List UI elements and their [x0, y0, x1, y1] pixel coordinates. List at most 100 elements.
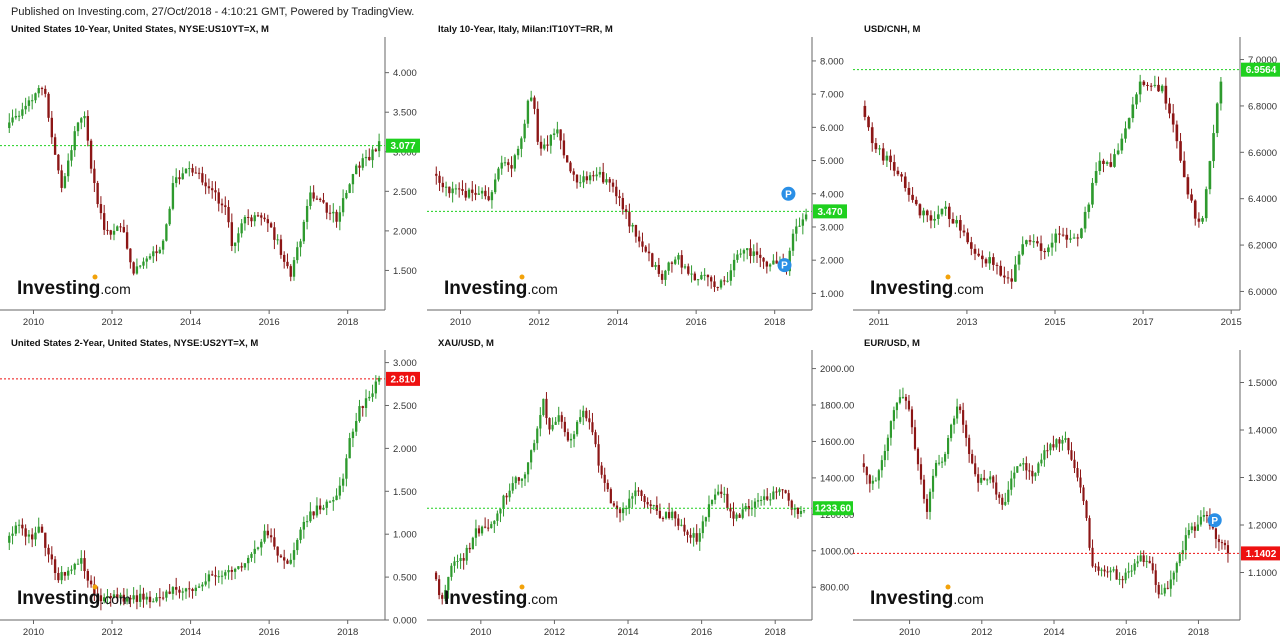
x-tick-label: 2015	[1044, 317, 1065, 328]
candle-body	[543, 144, 546, 149]
candle-body	[1199, 516, 1202, 525]
candle-body	[746, 248, 749, 251]
candle-body	[73, 563, 76, 570]
candle-body	[903, 176, 907, 188]
candle-body	[795, 226, 798, 234]
candle-body	[122, 594, 126, 602]
candle-body	[211, 188, 214, 191]
candle-body	[1201, 218, 1204, 222]
x-tick-label: 2018	[765, 627, 786, 638]
candle-body	[621, 198, 625, 210]
pin-marker-icon[interactable]	[781, 186, 796, 201]
candle-body	[1049, 444, 1052, 451]
candle-body	[1073, 459, 1076, 469]
candle-body	[597, 444, 600, 466]
watermark-dot-icon	[92, 584, 98, 590]
candle-body	[341, 198, 345, 213]
candle-body	[781, 489, 784, 491]
candle-body	[377, 377, 381, 382]
candle-body	[940, 461, 944, 463]
candle-body	[732, 511, 735, 519]
x-tick-label: 2017	[1133, 317, 1154, 328]
candle-body	[256, 215, 260, 217]
candle-body	[910, 409, 914, 428]
candle-body	[17, 524, 21, 526]
x-tick-label: 2016	[691, 627, 712, 638]
candle-body	[1172, 572, 1175, 580]
candle-body	[1043, 250, 1047, 253]
pin-marker-icon[interactable]	[777, 258, 792, 273]
candle-body	[1047, 247, 1050, 253]
x-tick-label: 2014	[180, 627, 201, 638]
candle-body	[885, 155, 889, 161]
candle-body	[631, 224, 634, 227]
x-tick-label: 2014	[1043, 627, 1064, 638]
investing-watermark: Investing.com	[17, 278, 131, 299]
candle-body	[637, 490, 640, 492]
candle-body	[572, 171, 575, 175]
candle-body	[1130, 570, 1133, 572]
candle-body	[1046, 450, 1049, 452]
candle-body	[977, 253, 980, 256]
x-tick-label: 2014	[607, 317, 628, 328]
candle-body	[145, 258, 148, 262]
candle-body	[266, 219, 270, 224]
candle-body	[471, 537, 474, 550]
candle-body	[551, 424, 554, 430]
candle-body	[155, 597, 158, 602]
candle-body	[201, 173, 204, 183]
candle-body	[444, 590, 447, 599]
candle-body	[11, 117, 14, 123]
candle-body	[766, 496, 769, 500]
candle-body	[142, 593, 145, 600]
candle-body	[549, 134, 553, 146]
candle-body	[1223, 542, 1227, 546]
candle-body	[60, 170, 63, 188]
last-price-label: 1.1402	[1246, 549, 1277, 560]
candle-body	[253, 548, 256, 554]
candle-body	[911, 194, 914, 200]
x-tick-label: 2010	[23, 627, 44, 638]
candle-body	[710, 277, 713, 282]
candle-body	[1151, 563, 1154, 571]
candle-body	[224, 572, 227, 576]
candle-body	[1102, 160, 1105, 164]
candle-body	[618, 196, 621, 199]
candle-body	[862, 463, 865, 467]
candle-body	[335, 211, 338, 222]
y-tick-label: 2000.00	[820, 364, 854, 375]
candle-body	[1083, 211, 1087, 229]
candle-body	[112, 230, 116, 235]
candle-body	[1103, 569, 1106, 572]
candle-body	[1070, 450, 1073, 460]
candle-body	[717, 491, 720, 495]
pin-marker-icon[interactable]	[1207, 513, 1222, 528]
candle-body	[1217, 539, 1221, 543]
candle-body	[1226, 545, 1230, 554]
candle-body	[1142, 81, 1146, 85]
candle-body	[106, 229, 109, 231]
candle-body	[799, 511, 803, 514]
candle-body	[787, 493, 790, 501]
candle-body	[197, 172, 201, 174]
candle-body	[374, 149, 378, 152]
candle-body	[769, 499, 772, 501]
candle-body	[122, 227, 126, 233]
candle-body	[615, 186, 618, 197]
candle-body	[1067, 438, 1070, 451]
candle-body	[8, 535, 11, 543]
candle-body	[726, 493, 729, 509]
candle-body	[168, 208, 171, 225]
candle-body	[1146, 84, 1149, 86]
candle-body	[936, 214, 940, 219]
candle-body	[1175, 563, 1178, 573]
candle-body	[1138, 81, 1142, 95]
y-tick-label: 4.000	[820, 189, 844, 200]
candle-body	[243, 563, 247, 568]
candle-body	[612, 503, 616, 506]
candle-body	[723, 493, 726, 495]
candle-body	[664, 270, 667, 280]
candle-body	[31, 534, 34, 540]
candle-body	[965, 424, 968, 438]
candle-body	[103, 213, 106, 230]
